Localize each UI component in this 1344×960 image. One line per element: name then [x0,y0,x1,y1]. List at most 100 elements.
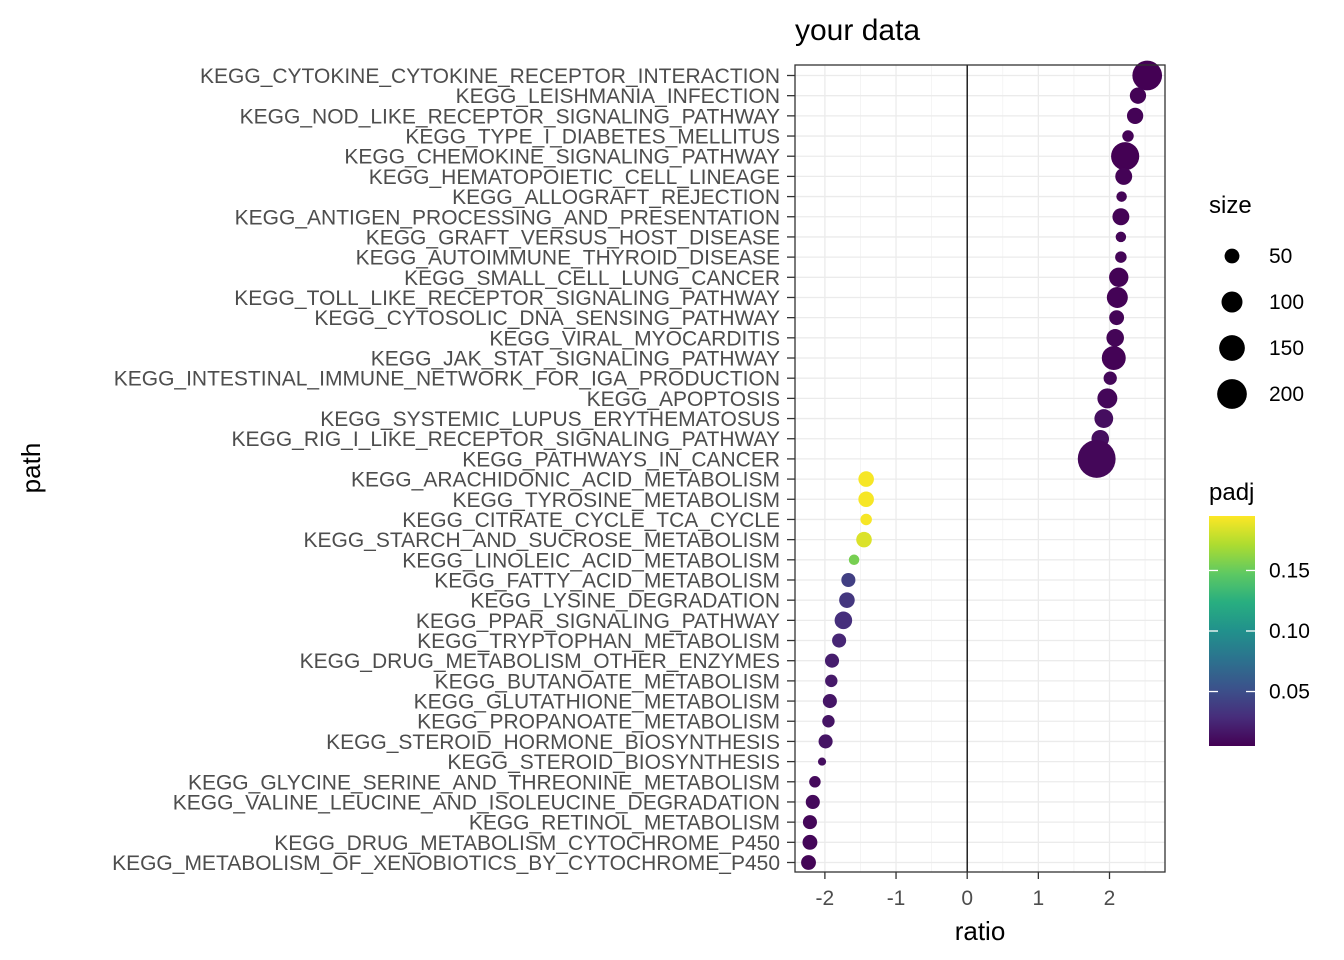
color-legend-label: 0.05 [1269,681,1310,704]
y-tick-label: KEGG_RETINOL_METABOLISM [469,812,780,835]
y-tick-label: KEGG_METABOLISM_OF_XENOBIOTICS_BY_CYTOCH… [112,852,780,875]
y-tick-label: KEGG_LINOLEIC_ACID_METABOLISM [402,549,780,572]
size-legend-key [1219,335,1245,361]
y-tick-label: KEGG_SYSTEMIC_LUPUS_ERYTHEMATOSUS [320,408,780,431]
data-points [801,60,1163,870]
data-point [1106,286,1128,308]
y-tick-label: KEGG_TOLL_LIKE_RECEPTOR_SIGNALING_PATHWA… [234,287,780,310]
data-point [809,776,821,788]
size-legend-key [1221,291,1243,313]
y-tick-label: KEGG_AUTOIMMUNE_THYROID_DISEASE [356,247,780,270]
y-tick-label: KEGG_VIRAL_MYOCARDITIS [489,327,780,350]
data-point [818,734,833,749]
size-legend-label: 200 [1269,383,1304,406]
data-point [822,694,837,709]
y-tick-label: KEGG_RIG_I_LIKE_RECEPTOR_SIGNALING_PATHW… [231,428,780,451]
y-tick-label: KEGG_LEISHMANIA_INFECTION [456,85,780,108]
x-tick-label: 1 [1033,887,1045,910]
y-tick-label: KEGG_CHEMOKINE_SIGNALING_PATHWAY [344,146,780,169]
y-tick-label: KEGG_LYSINE_DEGRADATION [470,590,780,613]
size-legend-key [1224,248,1240,264]
y-tick-label: KEGG_PPAR_SIGNALING_PATHWAY [416,610,780,633]
y-tick-label: KEGG_STARCH_AND_SUCROSE_METABOLISM [304,529,781,552]
data-point [839,592,855,608]
data-point [832,633,847,648]
data-point [802,815,817,830]
y-tick-label: KEGG_INTESTINAL_IMMUNE_NETWORK_FOR_IGA_P… [114,368,780,391]
data-point [802,834,818,850]
y-tick-label: KEGG_SMALL_CELL_LUNG_CANCER [404,267,780,290]
y-tick-labels: KEGG_CYTOKINE_CYTOKINE_RECEPTOR_INTERACT… [112,65,795,875]
x-tick-label: -2 [816,887,835,910]
data-point [1103,371,1117,385]
chart-title: your data [795,14,920,47]
data-point [1129,87,1147,104]
size-legend-items: 50 100 150 200 [1217,245,1304,409]
y-tick-label: KEGG_CYTOSOLIC_DNA_SENSING_PATHWAY [314,307,780,330]
data-point [1109,310,1125,326]
size-legend-key [1217,379,1247,409]
x-tick-label: 0 [961,887,973,910]
data-point [1122,130,1134,142]
data-point [1132,60,1163,91]
data-point [1101,346,1126,370]
y-tick-label: KEGG_TYROSINE_METABOLISM [452,489,780,512]
data-point [856,531,872,548]
data-point [1115,231,1127,243]
data-point [825,674,838,688]
data-point [848,554,860,566]
data-point [1116,191,1127,202]
size-legend-label: 150 [1269,337,1304,360]
y-axis-label: path [16,443,46,494]
y-tick-label: KEGG_DRUG_METABOLISM_OTHER_ENZYMES [300,650,780,673]
y-tick-label: KEGG_STEROID_BIOSYNTHESIS [447,751,780,774]
y-tick-label: KEGG_CYTOKINE_CYTOKINE_RECEPTOR_INTERACT… [200,65,780,88]
y-tick-label: KEGG_GLYCINE_SERINE_AND_THREONINE_METABO… [188,771,780,794]
y-tick-label: KEGG_ALLOGRAFT_REJECTION [452,186,780,209]
y-tick-label: KEGG_TRYPTOPHAN_METABOLISM [417,630,780,653]
size-legend-title: size [1209,192,1252,219]
data-point [1111,142,1140,171]
y-tick-label: KEGG_ANTIGEN_PROCESSING_AND_PRESENTATION [235,206,780,229]
x-axis-label: ratio [955,916,1006,946]
y-tick-label: KEGG_CITRATE_CYCLE_TCA_CYCLE [402,509,780,532]
x-tick-label: -1 [887,887,906,910]
data-point [1126,107,1144,124]
data-point [1097,388,1118,409]
y-tick-label: KEGG_HEMATOPOIETIC_CELL_LINEAGE [369,166,780,189]
y-tick-label: KEGG_APOPTOSIS [587,388,780,411]
y-tick-label: KEGG_BUTANOATE_METABOLISM [435,670,780,693]
data-point [1077,439,1116,478]
y-tick-label: KEGG_VALINE_LEUCINE_AND_ISOLEUCINE_DEGRA… [173,791,780,814]
color-legend: padj 0.05 0.10 0.15 [1209,479,1310,746]
size-legend-label: 50 [1269,245,1292,268]
y-tick-label: KEGG_GLUTATHIONE_METABOLISM [414,691,780,714]
data-point [1115,167,1133,185]
data-point [801,855,816,870]
data-point [858,471,874,487]
color-legend-title: padj [1209,479,1254,506]
plot-panel-border [794,64,1166,873]
y-tick-label: KEGG_ARACHIDONIC_ACID_METABOLISM [351,469,780,492]
data-point [1094,409,1114,428]
data-point [841,572,856,588]
y-tick-label: KEGG_TYPE_I_DIABETES_MELLITUS [405,126,780,149]
y-tick-label: KEGG_NOD_LIKE_RECEPTOR_SIGNALING_PATHWAY [240,105,780,128]
data-point [1106,329,1124,347]
data-point [1115,251,1127,263]
data-point [858,491,874,508]
y-tick-label: KEGG_PATHWAYS_IN_CANCER [462,448,780,471]
data-point [824,653,840,668]
data-point [860,513,872,526]
color-legend-label: 0.10 [1269,620,1310,643]
x-tick-label: 2 [1104,887,1116,910]
y-tick-label: KEGG_FATTY_ACID_METABOLISM [434,569,780,592]
size-legend-label: 100 [1269,291,1304,314]
size-legend: size 50 100 150 200 [1209,192,1304,409]
data-point [805,794,820,810]
data-point [1112,208,1130,226]
y-tick-label: KEGG_STEROID_HORMONE_BIOSYNTHESIS [326,731,780,754]
y-tick-label: KEGG_PROPANOATE_METABOLISM [417,711,780,734]
x-tick-labels: -2 -1 0 1 2 [816,872,1116,910]
